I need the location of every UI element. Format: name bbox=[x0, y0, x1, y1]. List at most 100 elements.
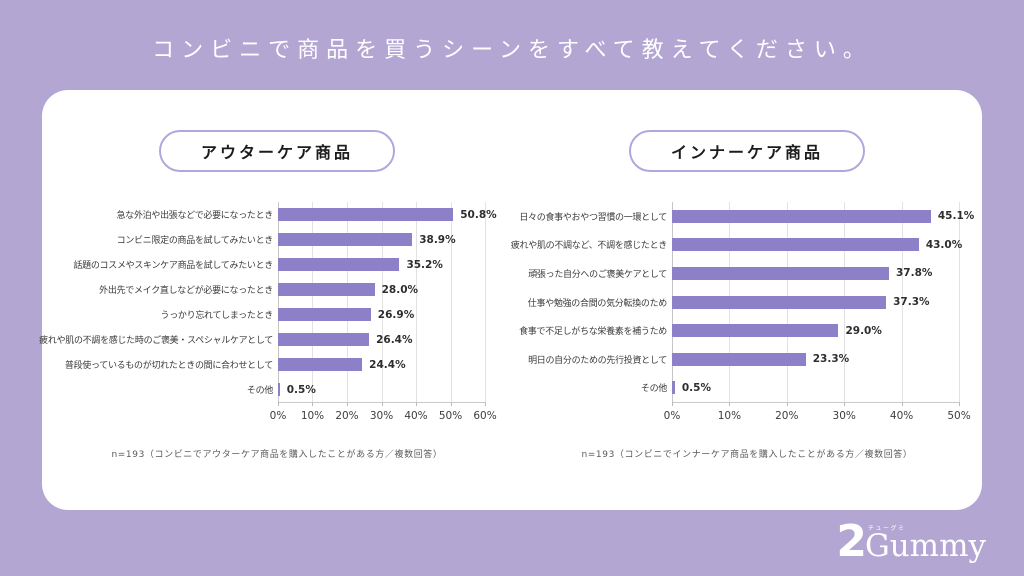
category-label: コンビニ限定の商品を試してみたいとき bbox=[116, 236, 274, 246]
bar bbox=[672, 295, 887, 309]
category-label: 話題のコスメやスキンケア商品を試してみたいとき bbox=[73, 261, 273, 271]
bar-value: 35.2% bbox=[406, 258, 443, 271]
axis-tick: 0% bbox=[269, 410, 287, 422]
bar-row: 38.9% bbox=[278, 227, 485, 252]
page-title: コンビニで商品を買うシーンをすべて教えてください。 bbox=[152, 38, 872, 63]
logo-wordmark-wrap: チューグミ Gummy bbox=[864, 526, 986, 564]
bar bbox=[278, 258, 400, 271]
bar-value: 0.5% bbox=[286, 383, 316, 396]
category-label: 外出先でメイク直しなどが必要になったとき bbox=[99, 286, 273, 296]
bar-value: 38.9% bbox=[419, 233, 456, 246]
sample-note: n=193（コンビニでインナーケア商品を購入したことがある方／複数回答） bbox=[581, 450, 913, 460]
category-label: 普段使っているものが切れたときの間に合わせとして bbox=[64, 361, 273, 371]
axis-tick: 60% bbox=[473, 410, 497, 422]
bar-value: 26.9% bbox=[377, 308, 415, 321]
bar bbox=[278, 358, 363, 371]
bar-row: 37.3% bbox=[672, 288, 959, 317]
logo-wordmark: Gummy bbox=[864, 528, 986, 564]
bar bbox=[278, 308, 371, 321]
bar bbox=[672, 352, 806, 366]
gridline bbox=[381, 202, 383, 402]
tick-mark bbox=[278, 402, 279, 406]
bar-value: 45.1% bbox=[937, 210, 975, 223]
bar-value: 37.3% bbox=[893, 296, 930, 309]
bar-value: 0.5% bbox=[681, 381, 711, 394]
tick-mark bbox=[901, 402, 903, 406]
bar-row: 29.0% bbox=[672, 316, 959, 345]
bar bbox=[278, 383, 280, 396]
category-label: 頑張った自分へのご褒美ケアとして bbox=[528, 269, 667, 280]
bar-value: 29.0% bbox=[845, 324, 882, 337]
chart-body: 日々の食事やおやつ習慣の一環として疲れや肌の不調など、不調を感じたとき頑張った自… bbox=[510, 202, 982, 422]
gridline bbox=[901, 202, 903, 402]
axis-tick: 50% bbox=[947, 410, 971, 422]
bar-value: 26.4% bbox=[376, 333, 413, 346]
gridline bbox=[959, 202, 960, 402]
bar bbox=[278, 333, 370, 346]
bar-value: 23.3% bbox=[812, 353, 850, 366]
bar-row: 35.2% bbox=[278, 252, 485, 277]
tick-mark bbox=[729, 402, 731, 406]
x-axis: 0% 10% 20% 30% 40% 50% 60% bbox=[270, 402, 497, 430]
category-label: 明日の自分のための先行投資として bbox=[528, 355, 667, 366]
bar bbox=[278, 233, 413, 246]
tick-mark bbox=[672, 402, 673, 406]
gridlines bbox=[278, 202, 486, 402]
bar bbox=[672, 209, 931, 223]
bar-rows: 45.1% 43.0% 37.8% 37.3% 29.0% 23.3% 0.5% bbox=[672, 202, 974, 402]
x-axis: 0% 10% 20% 30% 40% 50% bbox=[664, 402, 971, 430]
bar bbox=[278, 283, 375, 296]
logo-numeral: 2 bbox=[836, 516, 867, 567]
results-card: アウターケア商品 急な外泊や出張などで必要になったとき コンビニ限定の商品を試して… bbox=[39, 90, 982, 510]
bar-rows: 50.8% 38.9% 35.2% 28.0% 26.9% 26.4% 24.4% 0.5% bbox=[278, 202, 497, 402]
bar-row: 26.9% bbox=[278, 302, 485, 327]
outer-care-title-badge: アウターケア商品 bbox=[158, 130, 395, 172]
axis-tick: 20% bbox=[775, 410, 799, 422]
tick-mark bbox=[415, 402, 417, 406]
axis-tick: 0% bbox=[663, 410, 681, 422]
category-label: 疲れや肌の不調を感じた時のご褒美・スペシャルケアとして bbox=[39, 336, 273, 346]
chart-title: インナーケア商品 bbox=[670, 143, 823, 162]
category-label: 急な外泊や出張などで必要になったとき bbox=[116, 211, 274, 221]
category-label: その他 bbox=[246, 386, 273, 396]
inner-care-chart: インナーケア商品 日々の食事やおやつ習慣の一環として疲れや肌の不調など、不調を感… bbox=[510, 90, 982, 510]
bar-row: 24.4% bbox=[278, 352, 485, 377]
bar-row: 43.0% bbox=[672, 231, 962, 260]
gridline bbox=[278, 202, 279, 402]
bar-value: 24.4% bbox=[369, 358, 406, 371]
category-label: 仕事や勉強の合間の気分転換のため bbox=[527, 298, 668, 309]
gridline bbox=[415, 202, 417, 402]
tick-mark bbox=[312, 402, 314, 406]
category-labels: 急な外泊や出張などで必要になったとき コンビニ限定の商品を試してみたいとき話題のコ… bbox=[39, 202, 278, 402]
bar-value: 37.8% bbox=[895, 267, 933, 280]
category-label: その他 bbox=[640, 384, 667, 395]
gridline bbox=[346, 202, 348, 402]
bar-value: 28.0% bbox=[381, 283, 419, 296]
bar-row: 50.8% bbox=[278, 202, 497, 227]
tick-mark bbox=[346, 402, 348, 406]
gridline bbox=[312, 202, 314, 402]
bar bbox=[278, 208, 454, 221]
brand-logo: 2 チューグミ Gummy bbox=[836, 520, 986, 564]
bar-row: 28.0% bbox=[278, 277, 485, 302]
logo-furigana: チューグミ bbox=[867, 525, 906, 532]
bar-row: 26.4% bbox=[278, 327, 485, 352]
bar bbox=[672, 381, 675, 395]
bar bbox=[672, 238, 919, 252]
bar-row: 0.5% bbox=[278, 377, 485, 402]
axis-tick: 10% bbox=[717, 410, 742, 422]
gridline bbox=[450, 202, 452, 402]
axis-tick: 30% bbox=[832, 410, 856, 422]
category-label: 疲れや肌の不調など、不調を感じたとき bbox=[510, 241, 667, 252]
category-label: 日々の食事やおやつ習慣の一環として bbox=[519, 212, 667, 223]
tick-mark bbox=[450, 402, 452, 406]
plot-area: 45.1% 43.0% 37.8% 37.3% 29.0% 23.3% 0.5% 0% 10%… bbox=[664, 202, 974, 422]
inner-care-title-badge: インナーケア商品 bbox=[628, 130, 865, 172]
tick-mark bbox=[485, 402, 486, 406]
axis-tick: 40% bbox=[889, 410, 914, 422]
bar-row: 37.8% bbox=[672, 259, 959, 288]
axis-tick: 20% bbox=[335, 410, 359, 422]
axis-tick: 10% bbox=[300, 410, 325, 422]
chart-body: 急な外泊や出張などで必要になったとき コンビニ限定の商品を試してみたいとき話題のコ… bbox=[39, 202, 512, 422]
category-label: 食事で不足しがちな栄養素を補うため bbox=[519, 327, 667, 338]
